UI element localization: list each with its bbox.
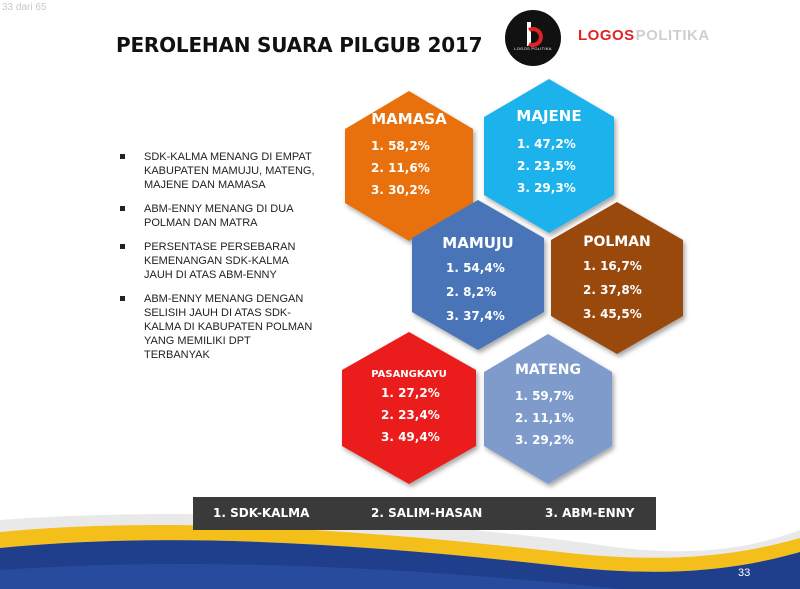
region-result: 3. 30,2% xyxy=(371,183,430,197)
slide-number: 33 xyxy=(738,567,751,579)
logo-emblem: LOGOS POLITIKA xyxy=(505,10,561,66)
region-result: 1. 58,2% xyxy=(371,139,430,153)
bullet-square-icon xyxy=(120,206,125,211)
region-result: 2. 37,8% xyxy=(583,283,642,297)
bullet-text: ABM-ENNY MENANG DENGAN SELISIH JAUH DI A… xyxy=(144,293,313,361)
hex-pasangkayu: PASANGKAYU 1. 27,2% 2. 23,4% 3. 49,4% xyxy=(342,332,476,484)
bullet-text: PERSENTASE PERSEBARAN KEMENANGAN SDK-KAL… xyxy=(144,241,296,281)
legend-item-2: 2. SALIM-HASAN xyxy=(371,506,483,520)
bullet-square-icon xyxy=(120,244,125,249)
list-item: SDK-KALMA MENANG DI EMPAT KABUPATEN MAMU… xyxy=(118,150,318,192)
bullet-text: ABM-ENNY MENANG DI DUA POLMAN DAN MATRA xyxy=(144,203,293,229)
region-result: 1. 59,7% xyxy=(515,389,574,403)
hex-mamasa: MAMASA 1. 58,2% 2. 11,6% 3. 30,2% xyxy=(345,91,473,241)
hex-mamuju: MAMUJU 1. 54,4% 2. 8,2% 3. 37,4% xyxy=(412,200,544,350)
region-result: 2. 11,6% xyxy=(371,161,430,175)
candidate-legend: 1. SDK-KALMA 2. SALIM-HASAN 3. ABM-ENNY xyxy=(193,497,656,530)
region-result: 3. 37,4% xyxy=(446,309,505,323)
region-result: 1. 27,2% xyxy=(381,386,440,400)
region-name: MAMUJU xyxy=(442,234,513,252)
logo-brand-grey: POLITIKA xyxy=(635,27,710,44)
list-item: ABM-ENNY MENANG DI DUA POLMAN DAN MATRA xyxy=(118,202,318,230)
region-name: POLMAN xyxy=(583,234,651,250)
bullet-text: SDK-KALMA MENANG DI EMPAT KABUPATEN MAMU… xyxy=(144,151,315,191)
page-indicator: 33 dari 65 xyxy=(2,2,47,13)
legend-item-1: 1. SDK-KALMA xyxy=(213,506,310,520)
bullet-square-icon xyxy=(120,154,125,159)
findings-list: SDK-KALMA MENANG DI EMPAT KABUPATEN MAMU… xyxy=(118,150,318,372)
logo-brand-red: LOGOS xyxy=(578,27,635,44)
region-result: 1. 16,7% xyxy=(583,259,642,273)
region-result: 2. 8,2% xyxy=(446,285,496,299)
region-name: MAMASA xyxy=(371,110,447,128)
region-result: 2. 23,5% xyxy=(517,159,576,173)
region-name: PASANGKAYU xyxy=(371,369,447,380)
legend-item-3: 3. ABM-ENNY xyxy=(545,506,635,520)
hex-polman: POLMAN 1. 16,7% 2. 37,8% 3. 45,5% xyxy=(551,202,683,354)
logo-b-icon xyxy=(527,22,543,47)
hex-majene: MAJENE 1. 47,2% 2. 23,5% 3. 29,3% xyxy=(484,79,614,233)
logo-small-text: LOGOS POLITIKA xyxy=(514,46,552,51)
region-result: 3. 29,3% xyxy=(517,181,576,195)
slide-title: PEROLEHAN SUARA PILGUB 2017 xyxy=(116,33,483,57)
region-result: 2. 23,4% xyxy=(381,408,440,422)
logo-wordmark: LOGOSPOLITIKA xyxy=(578,27,710,44)
region-result: 1. 54,4% xyxy=(446,261,505,275)
region-name: MATENG xyxy=(515,362,581,378)
list-item: PERSENTASE PERSEBARAN KEMENANGAN SDK-KAL… xyxy=(118,240,318,282)
region-result: 3. 29,2% xyxy=(515,433,574,447)
region-result: 3. 49,4% xyxy=(381,430,440,444)
bullet-square-icon xyxy=(120,296,125,301)
region-result: 3. 45,5% xyxy=(583,307,642,321)
hex-mateng: MATENG 1. 59,7% 2. 11,1% 3. 29,2% xyxy=(484,334,612,484)
list-item: ABM-ENNY MENANG DENGAN SELISIH JAUH DI A… xyxy=(118,292,318,362)
region-name: MAJENE xyxy=(516,107,581,125)
region-result: 1. 47,2% xyxy=(517,137,576,151)
region-result: 2. 11,1% xyxy=(515,411,574,425)
